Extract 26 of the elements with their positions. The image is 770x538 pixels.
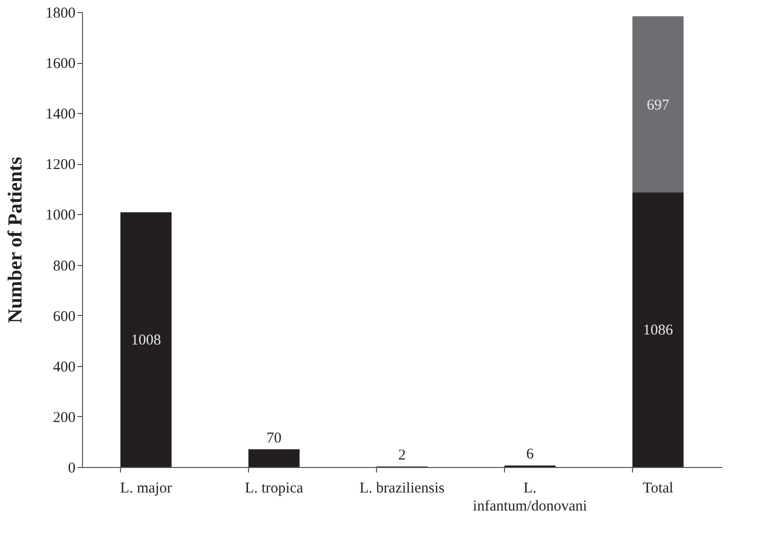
x-tick-label: L. major: [120, 480, 172, 496]
y-tick-label: 1400: [46, 106, 76, 123]
bar: [632, 16, 684, 192]
y-tick-label: 200: [53, 410, 76, 426]
x-tick-label: L. braziliensis: [360, 480, 445, 496]
y-axis-title: Number of Patients: [4, 156, 26, 324]
bar: [120, 212, 172, 467]
x-tick-label: Total: [642, 480, 674, 496]
y-tick-label: 0: [68, 460, 76, 476]
data-label: 6: [526, 446, 534, 462]
bar: [632, 192, 684, 467]
x-tick-label: L. tropica: [244, 480, 304, 496]
x-tick-label: L. infantum/donovani: [472, 480, 588, 514]
data-label: 1008: [131, 332, 161, 349]
bar: [248, 449, 300, 467]
y-tick-label: 400: [53, 359, 76, 376]
y-tick-label: 1600: [46, 56, 76, 72]
data-label: 70: [266, 430, 282, 446]
y-tick-label: 1200: [46, 157, 76, 174]
data-label: 1086: [643, 322, 674, 339]
y-tick-label: 800: [53, 258, 76, 274]
y-tick-label: 1000: [46, 208, 76, 224]
data-label: 697: [646, 97, 670, 114]
data-label: 2: [398, 447, 406, 464]
y-tick-label: 600: [53, 308, 76, 325]
y-tick-label: 1800: [46, 6, 76, 22]
